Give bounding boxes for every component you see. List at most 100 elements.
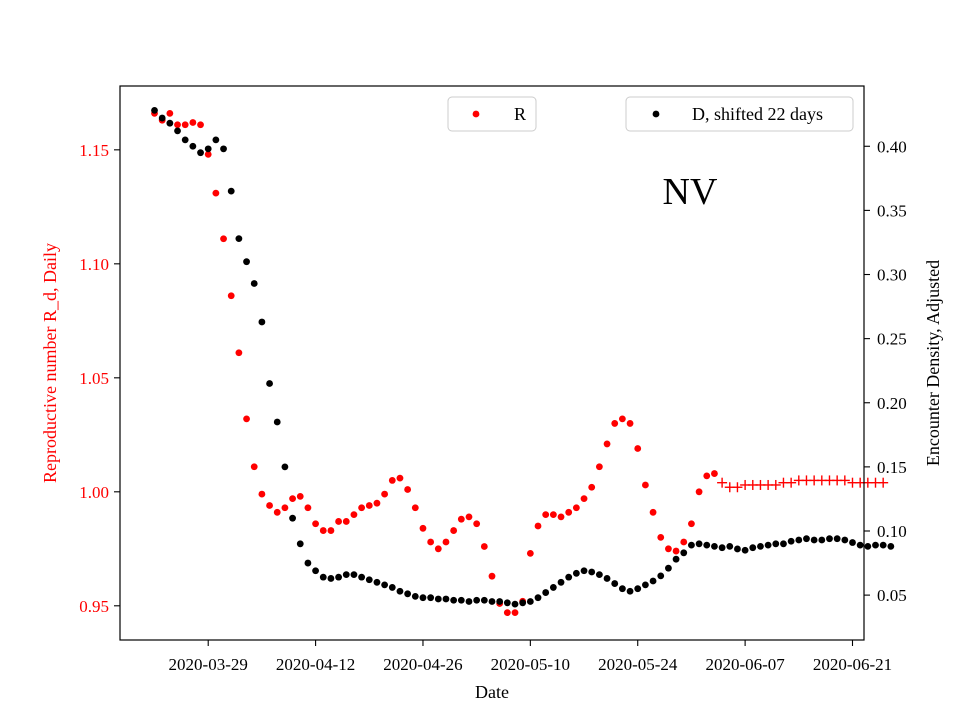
r-point [388, 477, 396, 484]
d-shifted-22-days-point [634, 585, 642, 593]
d-shifted-22-days-point [411, 592, 419, 600]
y-right-tick-label: 0.10 [877, 522, 907, 541]
r-point [434, 545, 442, 553]
d-shifted-22-days-point [304, 559, 312, 567]
r-point [672, 547, 680, 555]
d-shifted-22-days-point [381, 581, 389, 589]
r-point [511, 609, 519, 617]
r-point [235, 349, 243, 357]
d-shifted-22-days-point [419, 594, 427, 602]
d-shifted-22-days-point [657, 572, 665, 580]
r-projected-point [839, 475, 850, 486]
r-point [212, 189, 220, 197]
d-shifted-22-days-point [580, 567, 588, 575]
x-tick-label: 2020-03-29 [169, 655, 248, 674]
d-shifted-22-days-point [358, 573, 366, 581]
d-shifted-22-days-point [672, 555, 680, 563]
r-point [526, 549, 534, 557]
d-shifted-22-days-point [480, 596, 488, 604]
r-point [197, 121, 204, 129]
r-point [396, 474, 404, 482]
d-shifted-22-days-point [618, 585, 626, 593]
r-projected-point [786, 477, 797, 488]
x-tick-label: 2020-06-21 [813, 655, 892, 674]
d-shifted-22-days-point [718, 544, 726, 552]
state-label: NV [663, 171, 718, 213]
r-point [626, 420, 634, 427]
r-projected-point [732, 482, 743, 493]
r-point [618, 415, 626, 423]
r-point [181, 121, 189, 129]
d-shifted-22-days-point [488, 598, 496, 605]
r-point [465, 513, 473, 521]
y-left-tick-label: 0.95 [79, 597, 109, 616]
d-shifted-22-days-point [442, 595, 450, 603]
y-right-tick-label: 0.40 [877, 137, 907, 156]
d-shifted-22-days-point [503, 599, 511, 607]
r-point [549, 511, 557, 519]
r-projected-point [878, 477, 889, 488]
axes: 2020-03-29 2020-04-12 2020-04-26 2020-05-10… [79, 137, 907, 674]
d-shifted-22-days-point [695, 540, 703, 548]
r-point [480, 543, 488, 550]
y-left-tick-label: 1.15 [79, 141, 109, 160]
d-shifted-22-days-point [296, 540, 304, 548]
d-shifted-22-days-point [542, 589, 550, 596]
d-shifted-22-days-point [235, 235, 243, 243]
x-tick-label: 2020-04-26 [383, 655, 462, 674]
r-point [243, 415, 250, 423]
r-point [580, 495, 588, 503]
d-shifted-22-days-point [780, 540, 787, 548]
x-tick-label: 2020-04-12 [276, 655, 355, 674]
d-shifted-22-days-point [335, 573, 342, 581]
r-point [312, 520, 319, 528]
legend-r-marker [472, 110, 480, 118]
y-left-axis-title: Reproductive number R_d, Daily [40, 243, 60, 483]
d-shifted-22-days-point [434, 595, 442, 603]
d-shifted-22-days-point [174, 127, 181, 135]
r-point [227, 292, 235, 300]
r-point [611, 420, 619, 427]
d-shifted-22-days-point [319, 573, 327, 581]
r-point [365, 502, 373, 509]
r-point [304, 504, 312, 512]
d-shifted-22-days-point [872, 541, 879, 549]
d-shifted-22-days-point [181, 136, 189, 144]
d-shifted-22-days-point [642, 581, 649, 589]
d-shifted-22-days-point [388, 584, 396, 591]
d-shifted-22-days-point [649, 577, 657, 585]
y-left-tick-label: 1.10 [79, 255, 109, 274]
r-point [250, 463, 258, 471]
d-shifted-22-days-point [158, 114, 166, 122]
r-point [381, 490, 389, 498]
d-shifted-22-days-point [826, 535, 833, 543]
d-shifted-22-days-point [741, 546, 749, 554]
d-shifted-22-days-point [557, 578, 565, 586]
d-shifted-22-days-point [572, 569, 580, 577]
r-point [634, 445, 642, 452]
d-shifted-22-days-point [450, 596, 458, 604]
r-point [565, 508, 573, 516]
r-point [657, 534, 665, 541]
plot-frame [119, 85, 865, 641]
d-shifted-22-days-point [864, 542, 872, 550]
r-point [595, 463, 603, 471]
d-shifted-22-days-point [688, 541, 695, 549]
x-tick-label: 2020-06-07 [705, 655, 785, 674]
y-right-tick-label: 0.25 [877, 330, 907, 349]
d-shifted-22-days-point [734, 545, 741, 553]
r-point [281, 504, 289, 512]
d-shifted-22-days-point [711, 542, 718, 550]
legend-d: D, shifted 22 days [625, 96, 854, 132]
r-point [503, 609, 511, 617]
d-shifted-22-days-point [726, 542, 734, 550]
r-point [373, 499, 381, 507]
d-shifted-22-days-point [887, 542, 895, 550]
r-point [358, 504, 366, 512]
d-shifted-22-days-point [849, 539, 856, 546]
y-right-tick-label: 0.35 [877, 201, 907, 220]
y-left-tick-label: 1.00 [79, 483, 109, 502]
d-shifted-22-days-point [166, 119, 174, 127]
d-shifted-22-days-point [373, 578, 381, 586]
